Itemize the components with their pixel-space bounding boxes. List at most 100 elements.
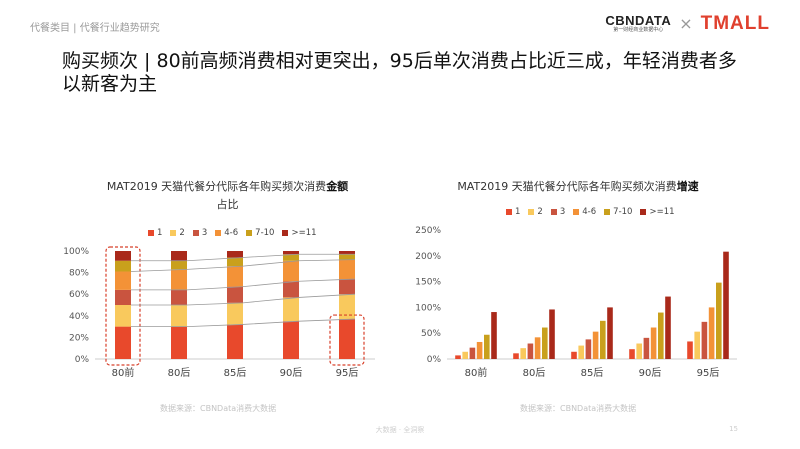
- chart-left-title: MAT2019 天猫代餐分代际各年购买频次消费金额 占比: [90, 178, 365, 214]
- stacked-bar-segment: [339, 319, 355, 359]
- stacked-bar-segment: [339, 254, 355, 260]
- y-tick-label: 40%: [69, 312, 89, 322]
- y-tick-label: 60%: [69, 290, 89, 300]
- growth-bar: [571, 351, 577, 359]
- stacked-bar-segment: [171, 269, 187, 290]
- legend-label: 3: [201, 228, 208, 238]
- legend-item: 3: [550, 207, 566, 217]
- stacked-bar-segment: [283, 281, 299, 298]
- chart-right-title-bold: 增速: [676, 180, 699, 193]
- legend-label: 1: [157, 228, 163, 238]
- growth-bar: [520, 348, 526, 359]
- growth-bar: [643, 337, 650, 359]
- stacked-bar-segment: [339, 279, 355, 295]
- stacked-bar-segment: [171, 260, 187, 270]
- highlight-dashed-box: [105, 246, 141, 366]
- chart-left-source: 数据来源：CBNData消费大数据: [160, 404, 277, 413]
- legend-swatch: [604, 209, 611, 215]
- legend-swatch: [282, 230, 289, 236]
- legend-label: >=11: [649, 207, 675, 217]
- stacked-bar-segment: [227, 302, 243, 325]
- stacked-bar-segment: [339, 251, 355, 255]
- legend-item: 1: [148, 228, 162, 238]
- legend-label: 1: [515, 207, 521, 217]
- legend-item: >=11: [282, 228, 317, 238]
- chart-left-legend: 1 2 3 4-6 7-10 >=11: [148, 228, 325, 238]
- legend-swatch: [215, 230, 222, 236]
- chart-left-title-prefix: MAT2019 天猫代餐分代际各年购买频次消费: [106, 180, 327, 193]
- y-tick-label: 250%: [415, 226, 441, 236]
- legend-swatch: [246, 230, 253, 236]
- legend-item: 4-6: [215, 228, 238, 238]
- series-connector-line: [131, 278, 356, 291]
- stacked-bar-segment: [227, 266, 243, 287]
- stacked-bar-segment: [227, 324, 243, 359]
- growth-bar: [476, 341, 483, 359]
- y-tick-label: 80%: [69, 269, 89, 279]
- stacked-bar-segment: [283, 254, 299, 261]
- stacked-bar-segment: [283, 297, 299, 322]
- growth-bar: [694, 331, 700, 359]
- series-connector-line: [131, 318, 356, 328]
- stacked-bar-segment: [283, 321, 299, 359]
- stacked-bar-segment: [115, 271, 131, 290]
- chart-right-title: MAT2019 天猫代餐分代际各年购买频次消费增速: [438, 178, 718, 196]
- chart-right-source: 数据来源：CBNData消费大数据: [520, 404, 637, 413]
- tmall-logo: TMALL: [700, 13, 770, 34]
- growth-bar: [469, 347, 476, 359]
- legend-item: 2: [170, 228, 185, 238]
- growth-bar: [549, 309, 555, 359]
- cbndata-logo: CBNDATA 第一财经商业数据中心: [605, 14, 671, 34]
- x-tick-label: 80后: [523, 367, 546, 379]
- stacked-bar-segment: [115, 326, 131, 359]
- growth-bar: [484, 334, 490, 359]
- x-tick-label: 90后: [280, 367, 303, 379]
- growth-bar: [534, 337, 541, 359]
- legend-swatch: [192, 230, 199, 236]
- x-tick-label: 95后: [336, 367, 359, 379]
- legend-label: 4-6: [582, 207, 597, 217]
- stacked-bar-segment: [115, 305, 131, 327]
- x-tick-label: 80前: [112, 366, 135, 379]
- legend-swatch: [550, 209, 557, 215]
- growth-bar: [578, 345, 584, 359]
- growth-bar: [513, 353, 519, 359]
- stacked-bar-segment: [171, 326, 187, 359]
- legend-label: 4-6: [224, 228, 239, 238]
- stacked-bar-segment: [171, 251, 187, 261]
- growth-bar: [629, 349, 635, 359]
- page-number: 15: [729, 425, 738, 433]
- page-title: 购买频次 | 80前高频消费相对更突出，95后单次消费占比近三成，年轻消费者多以…: [62, 50, 737, 95]
- stacked-bar-segment: [171, 289, 187, 305]
- chart-left-title-suffix: 占比: [216, 198, 239, 211]
- growth-bar: [600, 320, 606, 359]
- stacked-bar-segment: [171, 305, 187, 327]
- breadcrumb: 代餐类目 | 代餐行业趋势研究: [30, 23, 160, 34]
- y-tick-label: 150%: [415, 278, 441, 288]
- growth-bar: [542, 327, 548, 359]
- stacked-bar-segment: [227, 257, 243, 267]
- y-tick-label: 100%: [63, 247, 89, 257]
- legend-label: 2: [179, 228, 185, 238]
- series-connector-line: [130, 259, 356, 272]
- chart-right-title-prefix: MAT2019 天猫代餐分代际各年购买频次消费: [457, 180, 677, 193]
- stacked-bar-segment: [227, 286, 243, 303]
- stacked-bar-segment: [283, 260, 299, 282]
- x-tick-label: 90后: [639, 367, 662, 379]
- growth-bar: [455, 355, 461, 359]
- x-tick-label: 80前: [465, 366, 488, 379]
- cbndata-logo-name: CBNDATA: [605, 13, 672, 28]
- growth-bar: [658, 312, 664, 359]
- stacked-bar-segment: [339, 294, 355, 320]
- legend-label: 2: [537, 207, 543, 217]
- stacked-bar-segment: [115, 289, 131, 305]
- legend-item: 3: [192, 228, 208, 238]
- growth-bar: [585, 339, 592, 359]
- legend-item: 1: [506, 207, 520, 217]
- growth-bar: [592, 331, 599, 359]
- legend-label: 3: [559, 207, 566, 217]
- growth-bar: [665, 296, 671, 359]
- growth-bar: [636, 343, 642, 359]
- legend-label: 7-10: [613, 207, 633, 217]
- stacked-bar-segment: [115, 251, 131, 261]
